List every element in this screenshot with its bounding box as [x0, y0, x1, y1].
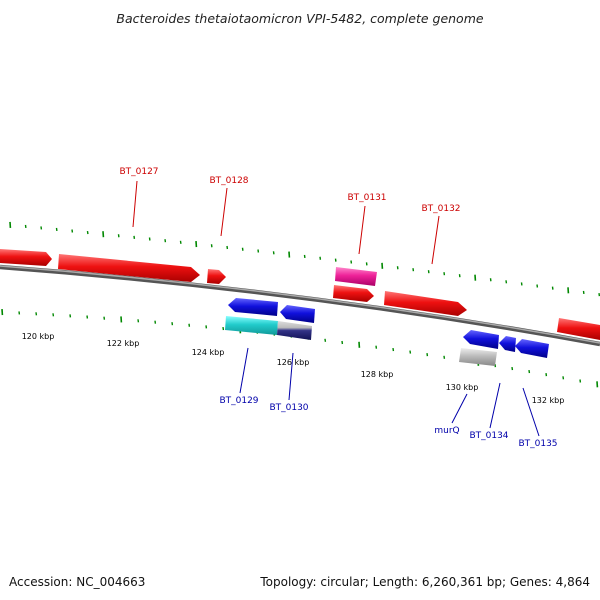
gene-feature-red[interactable]	[0, 249, 52, 266]
gene-label[interactable]: BT_0131	[347, 193, 386, 203]
gene-feature-red[interactable]	[58, 254, 200, 282]
gene-feature-red[interactable]	[333, 285, 374, 302]
gene-label[interactable]: BT_0135	[518, 439, 557, 449]
gene-feature-blue[interactable]	[499, 336, 516, 352]
gene-label[interactable]: BT_0132	[421, 204, 460, 214]
label-leader-line	[522, 387, 540, 437]
gene-feature-cyan[interactable]	[225, 316, 278, 335]
gene-feature-blue[interactable]	[463, 330, 499, 349]
gene-feature-blue[interactable]	[515, 339, 549, 358]
gene-feature-red[interactable]	[207, 269, 226, 284]
gene-label[interactable]: BT_0134	[469, 431, 508, 441]
scale-label: 120 kbp	[22, 332, 55, 341]
gene-feature-blue[interactable]	[280, 305, 315, 323]
gene-feature-navy[interactable]	[277, 321, 312, 340]
genome-backbone	[0, 264, 600, 347]
label-leader-line	[431, 215, 440, 265]
gene-label[interactable]: BT_0128	[209, 176, 248, 186]
gene-feature-gray[interactable]	[459, 348, 497, 366]
scale-label: 132 kbp	[532, 396, 565, 405]
gene-label[interactable]: BT_0129	[219, 396, 258, 406]
gene-feature-pink[interactable]	[335, 267, 377, 286]
scale-label: 124 kbp	[192, 348, 225, 357]
scale-label: 126 kbp	[277, 358, 310, 367]
scale-labels: 120 kbp 122 kbp 124 kbp 126 kbp 128 kbp 130 k…	[22, 332, 565, 405]
map-title: Bacteroides thetaiotaomicron VPI-5482, c…	[116, 11, 483, 26]
label-leader-line	[288, 352, 294, 401]
gene-feature-red[interactable]	[384, 291, 467, 316]
scale-label: 128 kbp	[361, 370, 394, 379]
gene-feature-blue[interactable]	[228, 298, 278, 316]
label-leader-line	[132, 180, 138, 228]
scale-label: 130 kbp	[446, 383, 479, 392]
gene-label[interactable]: murQ	[434, 426, 459, 436]
accession-text: Accession: NC_004663	[9, 575, 145, 589]
gene-features	[0, 249, 600, 366]
upper-tick-row	[9, 221, 600, 297]
gene-label-leaders	[132, 180, 540, 437]
gene-labels: BT_0127 BT_0128 BT_0131 BT_0132 BT_0129 BT_01…	[119, 167, 557, 449]
genome-summary-text: Topology: circular; Length: 6,260,361 bp…	[259, 575, 590, 589]
label-leader-line	[489, 382, 501, 429]
scale-label: 122 kbp	[107, 339, 140, 348]
label-leader-line	[358, 205, 366, 255]
gene-label[interactable]: BT_0127	[119, 167, 158, 177]
label-leader-line	[220, 187, 228, 237]
label-leader-line	[239, 347, 249, 394]
label-leader-line	[451, 393, 468, 424]
gene-label[interactable]: BT_0130	[269, 403, 308, 413]
gene-feature-red[interactable]	[557, 318, 600, 340]
